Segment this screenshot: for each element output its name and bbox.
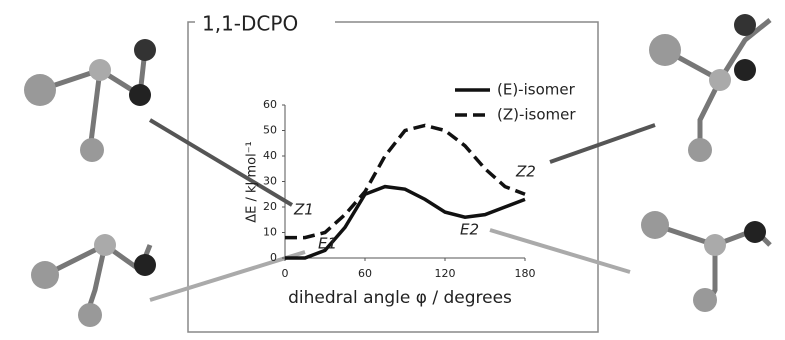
y-tick-label: 60 <box>263 98 277 111</box>
legend-label: (E)-isomer <box>497 81 576 99</box>
y-tick-label: 10 <box>263 226 277 239</box>
atom <box>31 261 59 289</box>
atom <box>24 74 56 106</box>
atom <box>134 39 156 61</box>
atom <box>94 234 116 256</box>
atom <box>89 59 111 81</box>
y-tick-label: 20 <box>263 200 277 213</box>
atoms <box>24 14 766 327</box>
annotation: Z1 <box>293 201 314 219</box>
atom <box>709 69 731 91</box>
atom <box>78 303 102 327</box>
chart: 1,1-DCPO dihedral angle φ / degrees ΔE /… <box>0 0 785 340</box>
pointer <box>550 125 655 162</box>
atom <box>80 138 104 162</box>
annotation: E2 <box>460 221 479 239</box>
x-tick-label: 60 <box>358 267 372 280</box>
annotation: E1 <box>318 235 337 253</box>
atom <box>129 84 151 106</box>
atom <box>641 211 669 239</box>
chart-title: 1,1-DCPO <box>202 12 298 36</box>
y-tick-label: 40 <box>263 149 277 162</box>
atom <box>744 221 766 243</box>
series-line <box>285 125 525 237</box>
atom <box>649 34 681 66</box>
y-tick-label: 50 <box>263 124 277 137</box>
y-tick-label: 0 <box>270 251 277 264</box>
legend-label: (Z)-isomer <box>497 106 576 124</box>
x-tick-label: 120 <box>435 267 456 280</box>
x-axis-label: dihedral angle φ / degrees <box>288 288 512 308</box>
pointer <box>490 230 630 272</box>
atom <box>688 138 712 162</box>
x-tick-label: 0 <box>282 267 289 280</box>
atom <box>693 288 717 312</box>
atom <box>734 14 756 36</box>
atom <box>704 234 726 256</box>
y-tick-label: 30 <box>263 175 277 188</box>
x-tick-label: 180 <box>515 267 536 280</box>
atom <box>134 254 156 276</box>
pointers <box>150 120 655 300</box>
annotation: Z2 <box>515 163 536 181</box>
atom <box>734 59 756 81</box>
y-axis-label: ΔE / kJ mol⁻¹ <box>245 141 260 223</box>
